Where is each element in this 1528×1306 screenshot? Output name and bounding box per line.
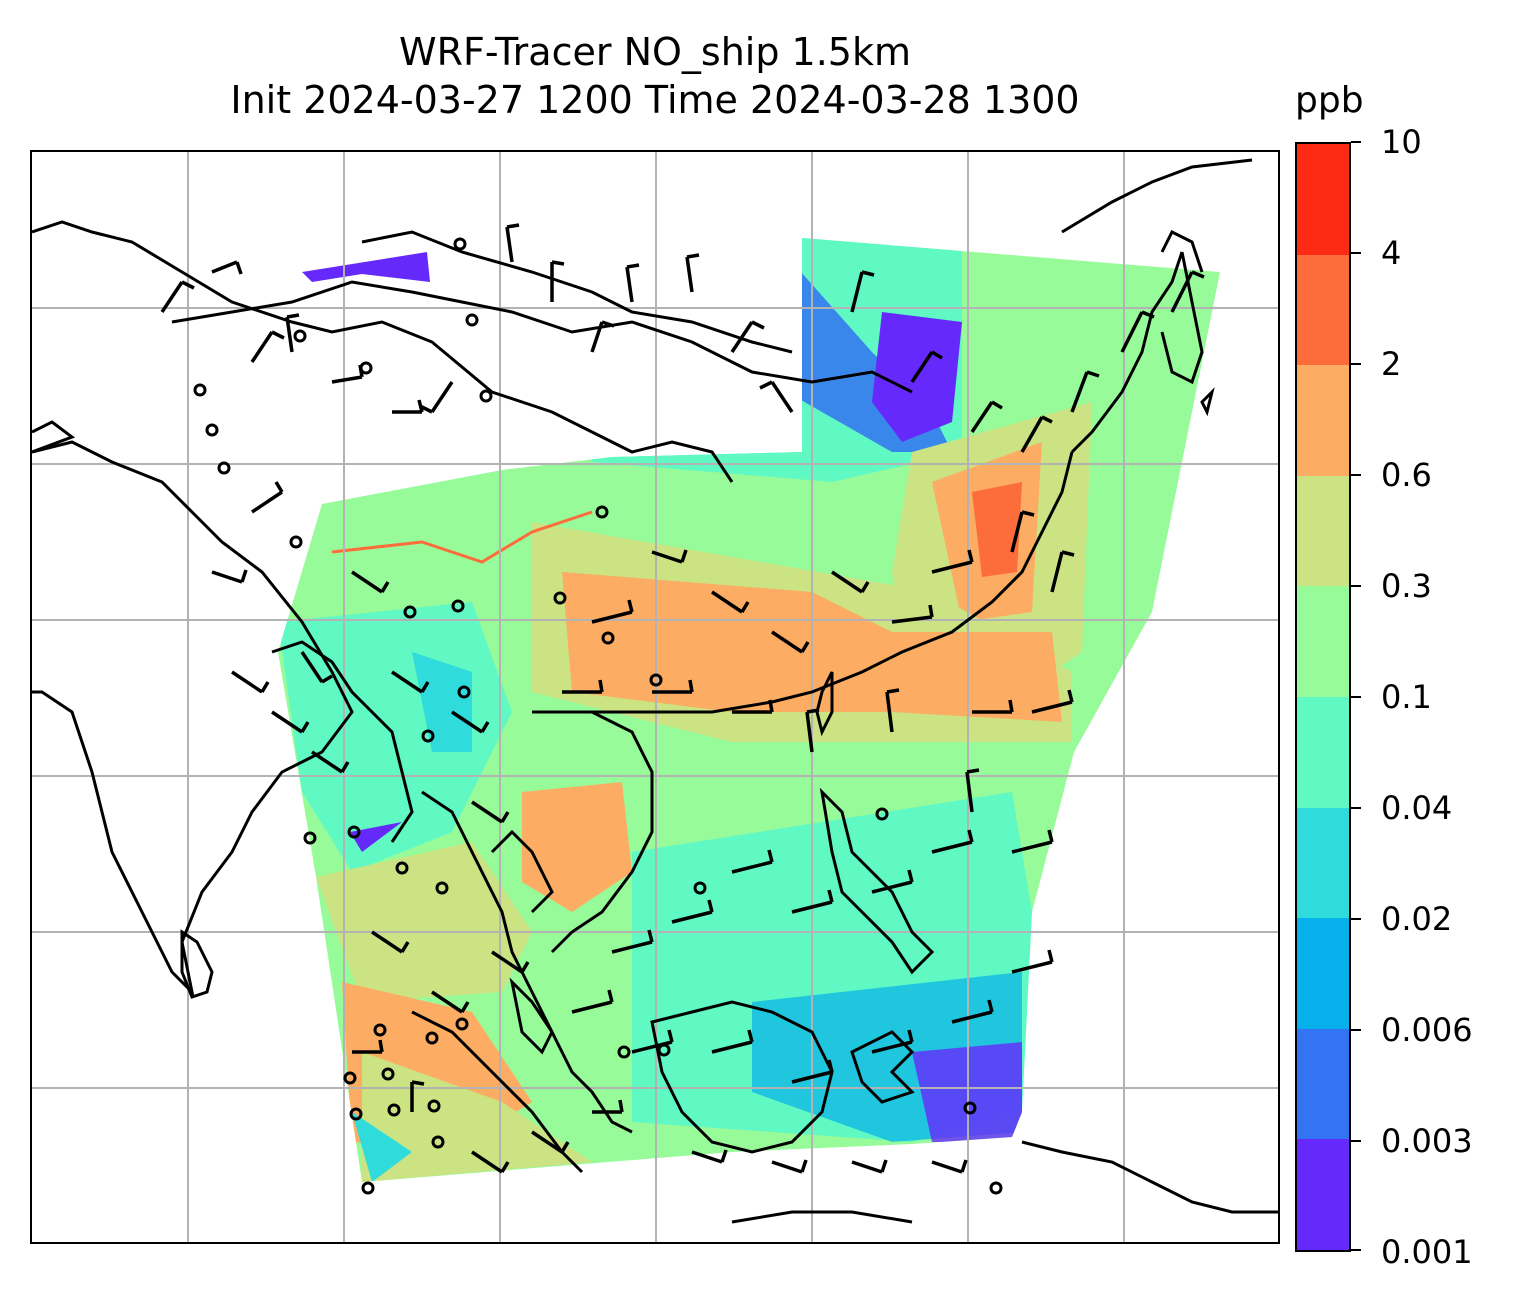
colorbar-tick: [1351, 252, 1361, 254]
gridlines: [32, 152, 1278, 1242]
coast-korea-top: [1160, 229, 1204, 273]
colorbar-segment: [1297, 917, 1349, 1029]
colorbar-segment: [1297, 586, 1349, 697]
colorbar-segment: [1297, 475, 1349, 587]
coast-bangladesh: [271, 640, 414, 843]
colorbar: [1295, 142, 1351, 1252]
coast-sumatra: [411, 1010, 584, 1174]
calm-markers: [193, 237, 1003, 1195]
colorbar-tick-label: 0.003: [1381, 1122, 1473, 1160]
coast-korea: [1160, 251, 1204, 385]
colorbar-segment: [1297, 1028, 1349, 1140]
colorbar-tick-label: 0.001: [1381, 1233, 1473, 1271]
colorbar-segment: [1297, 143, 1349, 255]
colorbar-segment: [1297, 254, 1349, 366]
colorbar-tick: [1351, 1249, 1361, 1251]
coast-indochina: [421, 790, 633, 1134]
field-tibet-line: [331, 510, 593, 564]
colorbar-segment: [1297, 807, 1349, 919]
coast-arabia: [32, 420, 76, 454]
colorbar-tick: [1351, 807, 1361, 809]
colorbar-tick-label: 0.006: [1381, 1011, 1473, 1049]
wind-barbs: [160, 223, 1205, 1174]
colorbar-tick: [1351, 918, 1361, 920]
coast-vietnam: [550, 710, 654, 954]
colorbar-tick-label: 0.04: [1381, 789, 1453, 827]
colorbar-segment: [1297, 364, 1349, 476]
colorbar-unit: ppb: [1295, 80, 1364, 121]
colorbar-tick-label: 0.6: [1381, 456, 1432, 494]
coast-newguinea: [1021, 1140, 1278, 1214]
colorbar-segment: [1297, 696, 1349, 808]
map-canvas: [32, 152, 1278, 1242]
field-indochina-orange: [522, 782, 632, 912]
coast-sulawesi: [850, 1030, 915, 1104]
coast-india: [32, 440, 354, 997]
coast-philippines: [819, 787, 935, 975]
coast-java: [731, 1210, 913, 1224]
colorbar-tick-label: 0.02: [1381, 900, 1453, 938]
coast-south-china: [532, 451, 1074, 714]
colorbar-tick-label: 0.1: [1381, 678, 1432, 716]
field-sw-cyan: [352, 1112, 412, 1182]
coast-china-east: [1070, 251, 1184, 454]
field-purple-bay: [350, 822, 402, 852]
field-purple-nw: [302, 252, 430, 282]
colorbar-tick: [1351, 363, 1361, 365]
coast-japan: [1200, 387, 1215, 417]
border-himalaya: [32, 220, 734, 483]
border-mongolia: [361, 230, 793, 354]
map-panel: [30, 150, 1280, 1244]
field-bay-yellow: [316, 842, 532, 1002]
title-line-1: WRF-Tracer NO_ship 1.5km: [399, 30, 911, 74]
colorbar-tick-label: 2: [1381, 345, 1402, 383]
colorbar-tick: [1351, 1029, 1361, 1031]
border-north: [171, 280, 913, 394]
map-title: WRF-Tracer NO_ship 1.5km Init 2024-03-27…: [30, 28, 1280, 124]
field-west-blue: [412, 652, 472, 752]
colorbar-tick: [1351, 1140, 1361, 1142]
colorbar-tick: [1351, 141, 1361, 143]
field-purple-north: [592, 252, 782, 372]
coast-malay: [509, 977, 554, 1055]
colorbar-tick: [1351, 474, 1361, 476]
colorbar-tick: [1351, 696, 1361, 698]
coast-borneo: [650, 1000, 834, 1154]
coast-gulf-thailand: [490, 829, 554, 914]
title-line-2: Init 2024-03-27 1200 Time 2024-03-28 130…: [230, 78, 1080, 122]
colorbar-tick: [1351, 585, 1361, 587]
coastlines: [32, 158, 1278, 1224]
colorbar-tick-label: 10: [1381, 123, 1422, 161]
coast-japan-north: [1061, 158, 1253, 234]
coast-srilanka: [180, 929, 214, 999]
colorbar-tick-label: 4: [1381, 234, 1402, 272]
colorbar-segment: [1297, 1139, 1349, 1250]
colorbar-tick-label: 0.3: [1381, 567, 1432, 605]
field-ne-red: [972, 482, 1022, 577]
